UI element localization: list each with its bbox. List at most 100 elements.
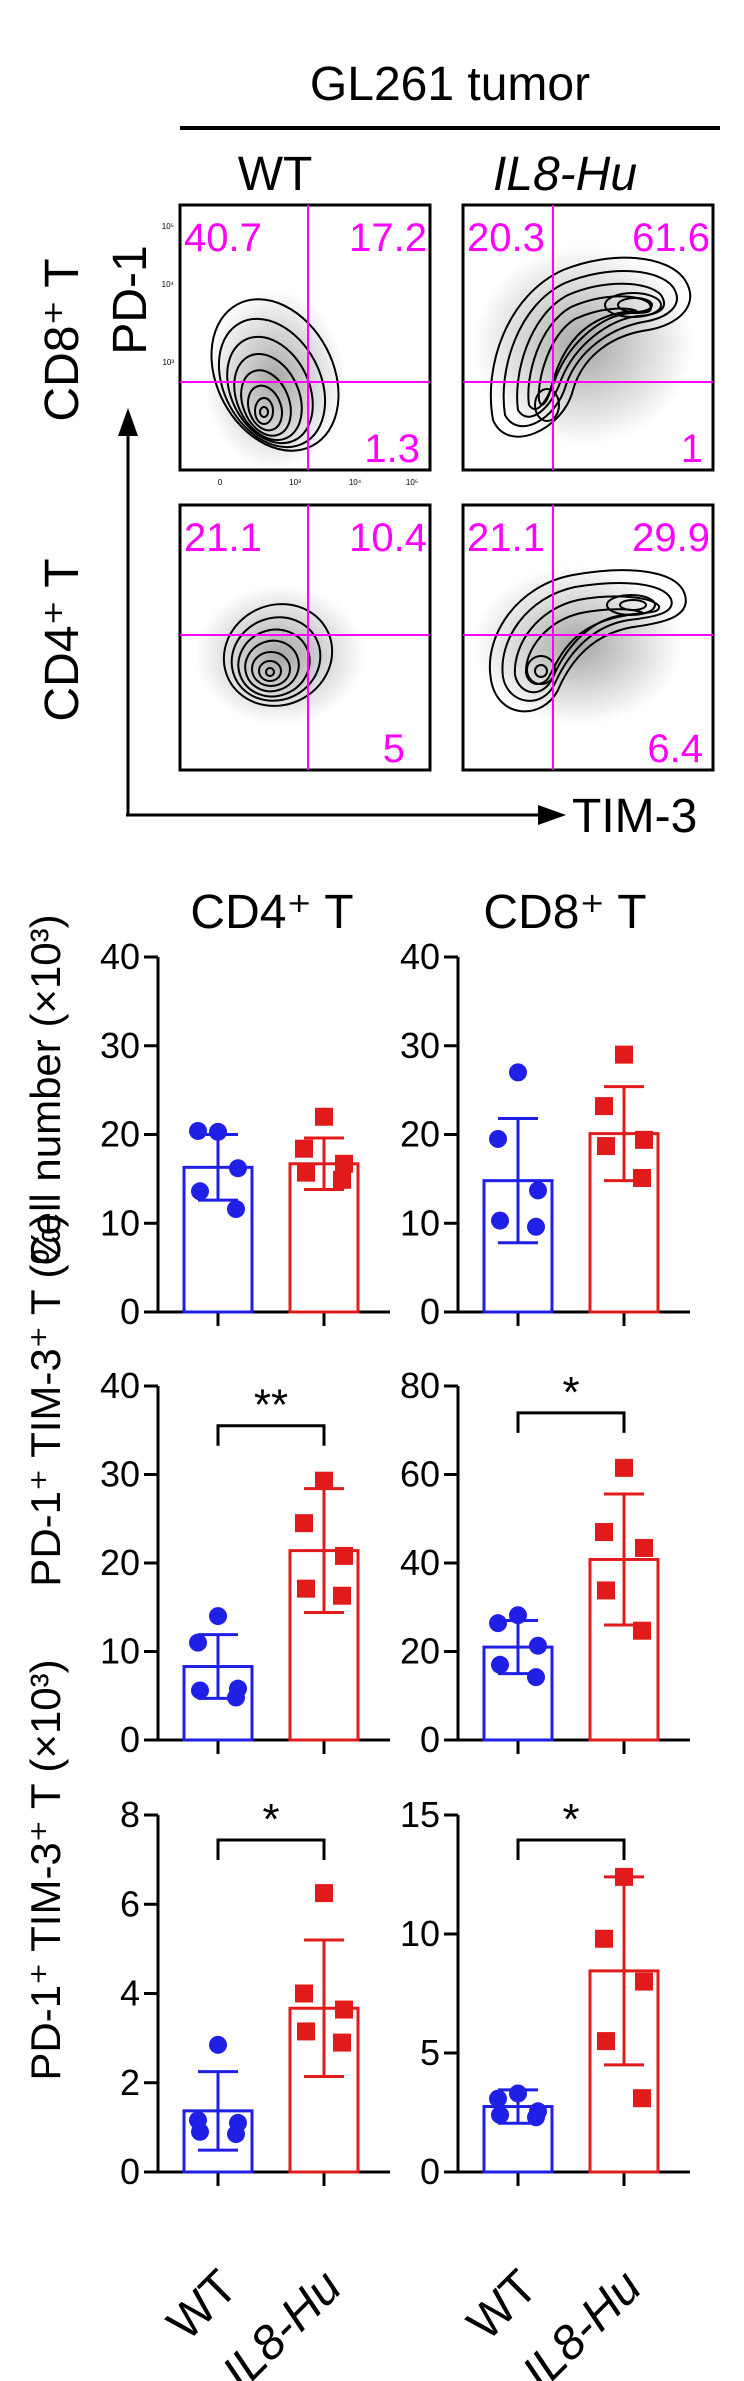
data-point-il8 <box>333 1170 351 1189</box>
bar-chart-cell-number-cd4: 0 10 20 30 40 <box>100 936 390 1332</box>
significance-label: * <box>562 1795 579 1844</box>
significance-label: ** <box>254 1381 288 1430</box>
data-point-il8 <box>597 2032 615 2051</box>
flow-panel-cd8-wt: 40.7 17.2 1.3 10⁵ 10⁴ 10³ 0 10³ 10⁴ 10⁵ <box>162 203 432 487</box>
axis-tick-y-3: 10³ <box>162 358 174 367</box>
flow-frame <box>461 203 715 472</box>
y-tick-label: 10 <box>100 1631 140 1672</box>
flow-panel-cd8-il8: 20.3 61.6 1 <box>461 203 715 472</box>
axis-tick-y-1: 10⁵ <box>162 222 174 231</box>
data-point-il8 <box>295 1139 313 1158</box>
y-tick-label: 6 <box>120 1883 140 1924</box>
xlabel-il8-right: IL8-Hu <box>512 2260 651 2381</box>
data-point-il8 <box>297 1163 315 1182</box>
contour-plot <box>210 298 340 452</box>
data-point-wt <box>489 2089 507 2108</box>
data-point-wt <box>527 2108 545 2127</box>
quadrant-lower-right-pct: 1 <box>681 427 703 471</box>
data-point-il8 <box>297 2022 315 2041</box>
y-tick-label: 10 <box>400 1913 440 1954</box>
bar-chart-cell-number-cd8: 0 10 20 30 40 <box>400 936 690 1332</box>
axis-tick-x-4: 10⁵ <box>406 478 418 487</box>
bar-chart-num-cd4: 0 2 4 6 8 * <box>120 1794 390 2192</box>
bar-header-cd4: CD4⁺ T <box>190 886 353 939</box>
data-point-il8 <box>615 1458 633 1477</box>
y-tick-label: 40 <box>400 1542 440 1583</box>
bar-chart-num-cd8: 0 5 10 15 * <box>400 1794 690 2192</box>
y-tick-label: 0 <box>420 1719 440 1760</box>
data-point-il8 <box>597 1581 615 1600</box>
y-tick-label: 80 <box>400 1365 440 1406</box>
flow-panel-cd4-il8: 21.1 29.9 6.4 <box>461 503 715 772</box>
data-point-wt <box>529 1636 547 1655</box>
y-tick-label: 15 <box>400 1794 440 1835</box>
data-point-wt <box>491 1655 509 1674</box>
data-point-wt <box>527 1217 545 1236</box>
data-point-il8 <box>635 1972 653 1991</box>
data-point-il8 <box>333 2033 351 2052</box>
y-tick-label: 40 <box>100 936 140 977</box>
y-tick-label: 20 <box>400 1631 440 1672</box>
quadrant-upper-right-pct: 29.9 <box>632 516 710 560</box>
y-tick-label: 30 <box>100 1025 140 1066</box>
row-label-cd4: CD4⁺ T <box>36 558 89 721</box>
flow-panel-cd4-wt: 21.1 10.4 5 <box>178 503 432 772</box>
data-point-wt <box>527 1668 545 1687</box>
data-point-il8 <box>335 2000 353 2019</box>
quadrant-lower-right-pct: 6.4 <box>647 727 703 771</box>
axis-tick-x-1: 0 <box>218 478 223 487</box>
data-point-wt <box>509 1606 527 1625</box>
xlabel-wt-left: WT <box>158 2260 248 2350</box>
y-tick-label: 2 <box>120 2062 140 2103</box>
data-point-il8 <box>333 1586 351 1605</box>
row-label-cd8: CD8⁺ T <box>36 258 89 421</box>
data-point-il8 <box>595 1097 613 1116</box>
significance-bracket <box>216 1838 326 1860</box>
y-tick-label: 30 <box>100 1454 140 1495</box>
data-point-il8 <box>633 1621 651 1640</box>
data-point-il8 <box>615 1867 633 1886</box>
data-point-il8 <box>315 1884 333 1903</box>
quadrant-upper-left-pct: 40.7 <box>184 216 262 260</box>
data-point-il8 <box>595 1523 613 1542</box>
flow-frame <box>461 503 715 772</box>
data-point-wt <box>209 1607 227 1626</box>
significance-bracket <box>516 1411 626 1433</box>
column-label-wt: WT <box>238 148 313 201</box>
significance-bracket <box>516 1838 626 1860</box>
quadrant-upper-left-pct: 21.1 <box>467 516 545 560</box>
x-axis-arrow-head <box>538 805 566 825</box>
y-axis-arrow-head <box>118 408 138 436</box>
xlabel-il8-left: IL8-Hu <box>212 2260 351 2381</box>
y-tick-label: 0 <box>420 2151 440 2192</box>
data-point-il8 <box>635 1130 653 1149</box>
data-point-wt <box>191 2122 209 2141</box>
significance-bracket <box>216 1424 326 1446</box>
significance-label: * <box>562 1368 579 1417</box>
bar-chart-pct-cd8: 0 20 40 60 80 * <box>400 1365 690 1760</box>
y-tick-label: 4 <box>120 1973 140 2014</box>
y-tick-label: 40 <box>100 1365 140 1406</box>
data-point-il8 <box>633 1168 651 1187</box>
data-point-wt <box>491 2105 509 2124</box>
data-point-il8 <box>595 1929 613 1948</box>
data-point-wt <box>191 1182 209 1201</box>
data-point-il8 <box>295 1984 313 2003</box>
header-title: GL261 tumor <box>310 58 590 111</box>
data-point-wt <box>227 2125 245 2144</box>
data-point-wt <box>229 1159 247 1178</box>
data-point-wt <box>209 2035 227 2054</box>
data-point-wt <box>489 1129 507 1148</box>
y-tick-label: 0 <box>120 1291 140 1332</box>
data-point-wt <box>491 1211 509 1230</box>
xlabel-wt-right: WT <box>458 2260 548 2350</box>
column-label-il8: IL8-Hu <box>493 148 637 201</box>
y-tick-label: 8 <box>120 1794 140 1835</box>
data-point-wt <box>509 2084 527 2103</box>
y-tick-label: 20 <box>100 1114 140 1155</box>
ylabel-pd1-tim3-count: PD-1⁺ TIM-3⁺ T (×10³) <box>22 1659 69 2080</box>
data-point-wt <box>209 1122 227 1141</box>
data-point-il8 <box>633 2089 651 2108</box>
data-point-il8 <box>335 1154 353 1173</box>
y-tick-label: 10 <box>100 1202 140 1243</box>
